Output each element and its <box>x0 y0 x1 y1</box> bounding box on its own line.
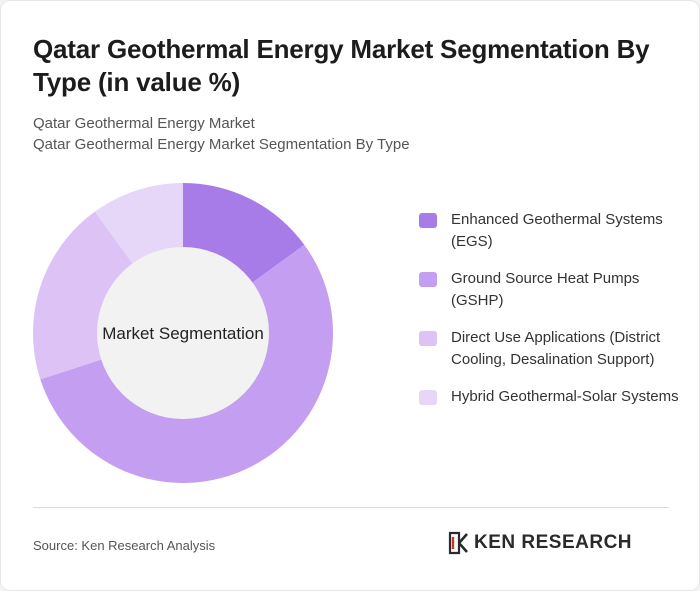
ken-research-logo: KEN RESEARCH <box>448 531 632 555</box>
donut-center-label: Market Segmentation <box>102 324 264 343</box>
chart-title: Qatar Geothermal Energy Market Segmentat… <box>33 34 650 97</box>
legend-label-4: Hybrid Geothermal-Solar Systems <box>451 388 679 405</box>
legend-swatch-3 <box>419 331 437 346</box>
legend-swatch-1 <box>419 213 437 228</box>
legend-item-1: Enhanced Geothermal Systems (EGS) <box>419 209 681 253</box>
legend-item-3: Direct Use Applications (District Coolin… <box>419 327 681 371</box>
ken-research-logo-text: KEN RESEARCH <box>474 532 633 553</box>
legend-swatch-2 <box>419 272 437 287</box>
legend-label-3: Direct Use Applications (District Coolin… <box>451 329 661 368</box>
chart-subtitle-segmentation: Qatar Geothermal Energy Market Segmentat… <box>33 136 410 153</box>
legend-swatch-4 <box>419 390 437 405</box>
legend-label-1: Enhanced Geothermal Systems (EGS) <box>451 211 663 250</box>
donut-chart: Market Segmentation <box>32 183 334 484</box>
chart-legend: Enhanced Geothermal Systems (EGS) Ground … <box>419 209 681 423</box>
ken-research-logo-icon <box>448 531 468 555</box>
donut-center <box>97 247 269 419</box>
footer-divider <box>33 507 669 508</box>
source-note: Source: Ken Research Analysis <box>33 538 216 553</box>
legend-item-2: Ground Source Heat Pumps (GSHP) <box>419 268 681 312</box>
legend-label-2: Ground Source Heat Pumps (GSHP) <box>451 270 640 309</box>
legend-item-4: Hybrid Geothermal-Solar Systems <box>419 386 681 408</box>
chart-subtitle-market: Qatar Geothermal Energy Market <box>33 115 255 132</box>
